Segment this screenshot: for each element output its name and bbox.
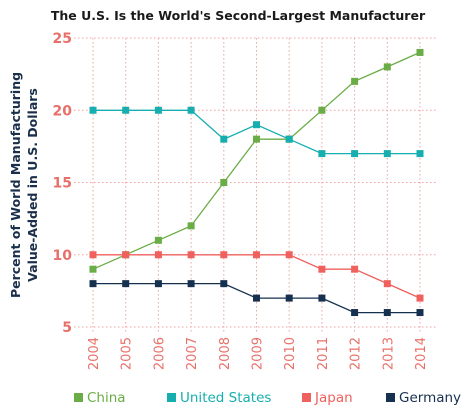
data-point-japan-2011	[318, 265, 326, 273]
legend-marker-united-states	[167, 393, 176, 402]
data-point-japan-2004	[89, 251, 97, 259]
legend-label-japan: Japan	[314, 390, 353, 406]
data-point-japan-2014	[416, 294, 424, 302]
data-point-germany-2010	[285, 294, 293, 302]
data-point-china-2012	[351, 77, 359, 85]
legend-label-germany: Germany	[399, 390, 461, 406]
data-point-japan-2005	[122, 251, 130, 259]
x-tick-label-2013: 2013	[381, 337, 396, 370]
series-line-japan	[93, 254, 421, 299]
data-point-united-states-2006	[154, 106, 162, 114]
x-tick-label-2010: 2010	[283, 337, 298, 370]
data-point-china-2007	[187, 222, 195, 230]
data-point-japan-2009	[253, 251, 260, 259]
x-tick-label-2005: 2005	[120, 337, 135, 370]
x-axis-ticks: 2004 2005 2006 2007 2008 2009 2010 2011 2012 2013…	[87, 337, 429, 370]
grid	[74, 37, 436, 333]
legend-marker-japan	[302, 393, 311, 402]
legend-label-china: China	[87, 390, 126, 406]
data-point-united-states-2004	[89, 106, 97, 114]
data-point-united-states-2013	[383, 150, 391, 158]
data-point-japan-2013	[383, 280, 391, 288]
y-axis-label-line-1: Percent of World Manufacturing	[8, 72, 23, 298]
series-japan	[89, 251, 424, 302]
y-tick-label-10: 10	[53, 248, 73, 264]
legend-marker-germany	[386, 393, 395, 402]
x-tick-label-2008: 2008	[218, 337, 233, 370]
series-germany	[89, 280, 424, 317]
data-point-japan-2012	[351, 265, 359, 273]
legend-label-united-states: United States	[180, 390, 271, 406]
x-tick-label-2012: 2012	[349, 337, 364, 370]
y-tick-label-25: 25	[53, 31, 72, 47]
data-point-united-states-2010	[285, 135, 293, 143]
legend: China United States Japan Germany	[74, 390, 461, 406]
x-tick-label-2009: 2009	[251, 337, 266, 370]
data-point-germany-2012	[351, 309, 359, 317]
data-point-japan-2008	[220, 251, 228, 259]
series-united-states	[89, 106, 424, 158]
data-point-united-states-2012	[351, 150, 359, 158]
x-tick-label-2004: 2004	[87, 337, 102, 370]
data-point-china-2011	[318, 106, 326, 114]
series-lines	[89, 48, 424, 317]
series-line-china	[92, 51, 421, 270]
y-tick-label-20: 20	[53, 103, 73, 119]
y-tick-label-5: 5	[62, 320, 72, 336]
x-tick-label-2006: 2006	[152, 337, 167, 370]
data-point-united-states-2008	[220, 135, 228, 143]
y-axis-label-line-2: Value-Added in U.S. Dollars	[25, 88, 40, 282]
data-point-germany-2004	[89, 280, 97, 288]
data-point-united-states-2014	[416, 150, 424, 158]
data-point-united-states-2007	[187, 106, 195, 114]
data-point-germany-2007	[187, 280, 195, 288]
chart-title: The U.S. Is the World's Second-Largest M…	[51, 8, 426, 23]
data-point-china-2013	[383, 63, 391, 71]
data-point-china-2014	[416, 48, 424, 56]
data-point-germany-2006	[154, 280, 162, 288]
data-point-germany-2014	[416, 309, 424, 317]
data-point-china-2004	[89, 265, 97, 273]
data-point-united-states-2005	[122, 106, 130, 114]
legend-marker-china	[74, 393, 83, 402]
x-tick-label-2014: 2014	[414, 337, 429, 370]
data-point-japan-2007	[187, 251, 195, 259]
x-tick-label-2007: 2007	[185, 337, 200, 370]
data-point-germany-2009	[253, 294, 260, 302]
data-point-china-2008	[220, 179, 228, 186]
y-tick-label-15: 15	[53, 176, 72, 192]
data-point-germany-2008	[220, 280, 228, 288]
data-point-united-states-2011	[318, 150, 326, 158]
data-point-china-2009	[253, 135, 260, 143]
y-axis-ticks: 5 10 15 20 25	[53, 31, 73, 336]
data-point-united-states-2009	[253, 121, 260, 129]
data-point-japan-2010	[285, 251, 293, 259]
data-point-japan-2006	[154, 251, 162, 259]
data-point-germany-2013	[383, 309, 391, 317]
x-tick-label-2011: 2011	[316, 337, 331, 370]
data-point-china-2006	[154, 236, 162, 244]
data-point-germany-2011	[318, 294, 326, 302]
data-point-germany-2005	[122, 280, 130, 288]
